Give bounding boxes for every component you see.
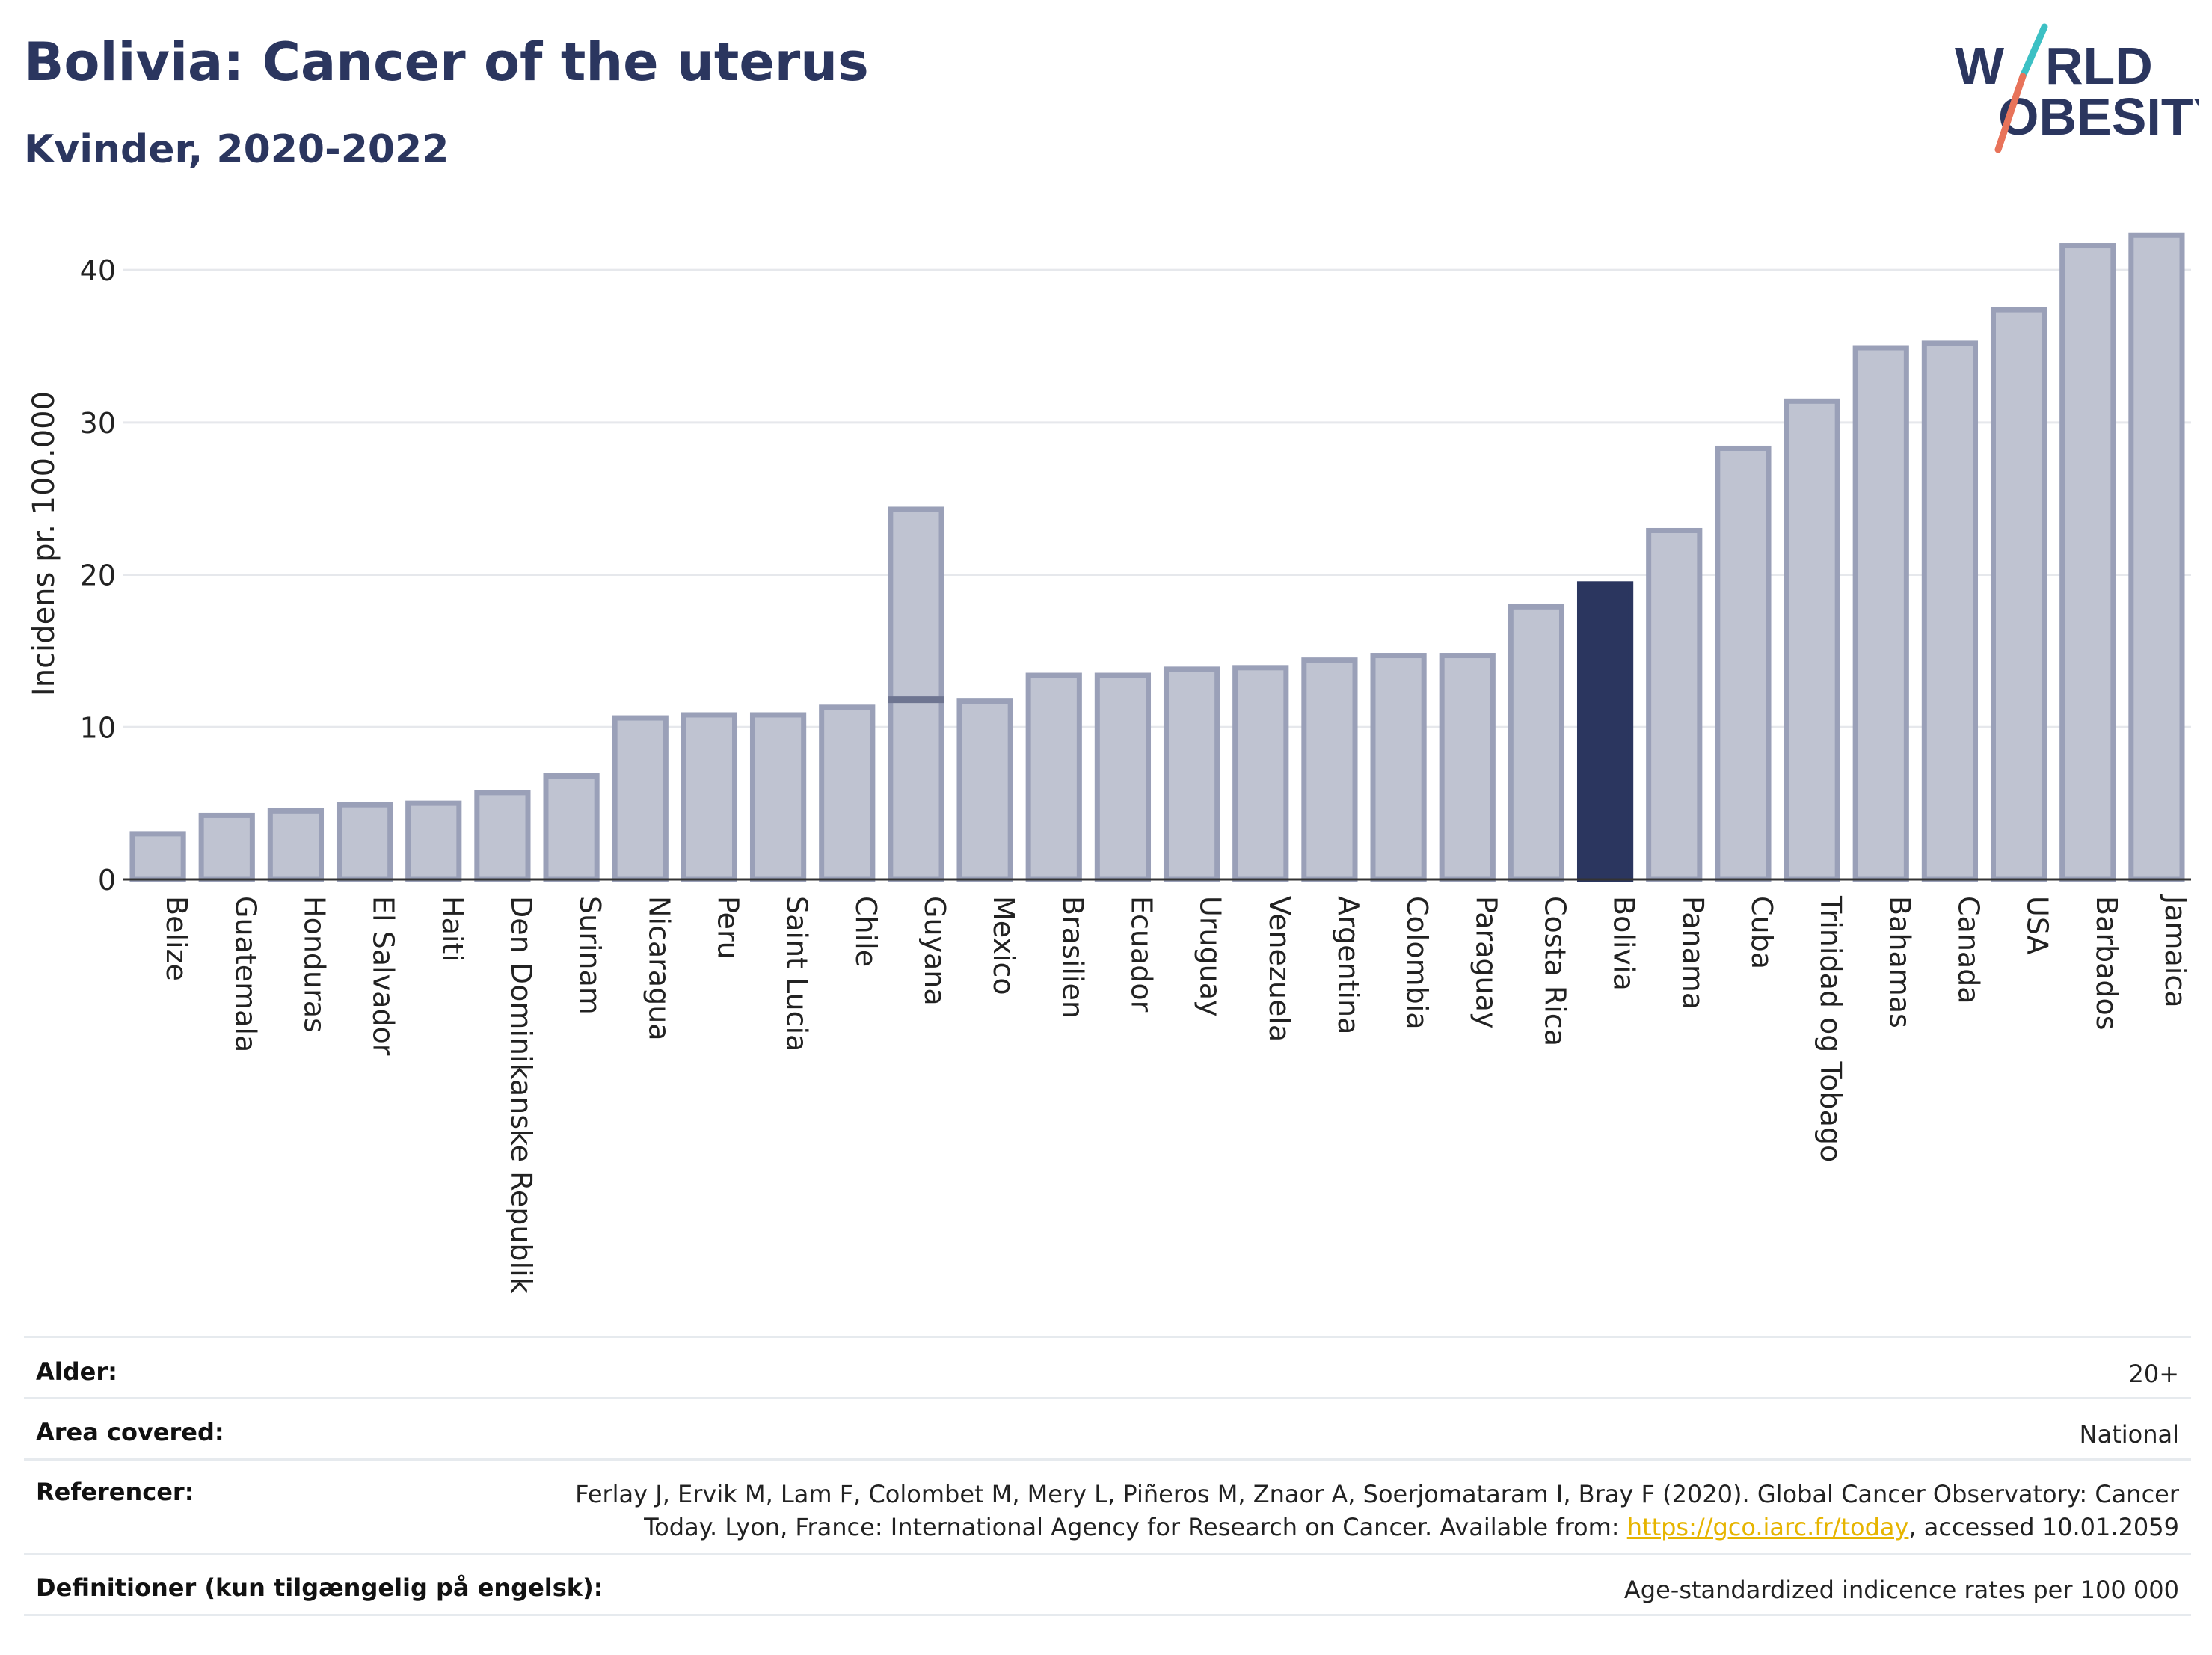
info-row-age: Alder: 20+ xyxy=(24,1357,2191,1390)
x-tick-label: Panama xyxy=(1677,896,1709,1010)
bar-guatemala[interactable] xyxy=(198,812,255,882)
x-tick-label: Guyana xyxy=(918,896,951,1006)
bar-paraguay[interactable] xyxy=(1439,653,1496,882)
y-tick-label: 40 xyxy=(80,254,116,287)
bar-saint-lucia[interactable] xyxy=(749,712,807,882)
bar-jamaica[interactable] xyxy=(2128,232,2185,882)
x-tick-label: Paraguay xyxy=(1469,896,1502,1028)
x-tick-label: Argentina xyxy=(1332,896,1365,1034)
x-tick-label: Haiti xyxy=(436,896,469,962)
bar-venezuela[interactable] xyxy=(1232,665,1289,882)
x-tick-label: Barbados xyxy=(2090,896,2123,1031)
x-tick-label: Honduras xyxy=(298,896,331,1033)
bar-usa[interactable] xyxy=(1990,307,2047,882)
info-row-area: Area covered: National xyxy=(24,1418,2191,1451)
bar-guyana[interactable] xyxy=(888,506,944,882)
bar-nicaragua[interactable] xyxy=(612,715,669,882)
grid-lines xyxy=(123,268,2191,728)
x-tick-label: Brasilien xyxy=(1056,896,1089,1019)
x-tick-label: Costa Rica xyxy=(1538,896,1571,1046)
bar-ecuador[interactable] xyxy=(1094,672,1152,882)
bar-bahamas[interactable] xyxy=(1852,345,1909,882)
x-tick-label: Trinidad og Tobago xyxy=(1814,895,1847,1162)
y-axis-label: Incidens pr. 100.000 xyxy=(27,391,61,696)
y-tick-label: 20 xyxy=(80,559,116,592)
bar-peru[interactable] xyxy=(681,712,738,882)
references-line2-pre: Today. Lyon, France: International Agenc… xyxy=(644,1513,1627,1541)
x-tick-label: Chile xyxy=(850,896,882,967)
age-label: Alder: xyxy=(36,1357,117,1386)
bar-el-salvador[interactable] xyxy=(336,802,393,882)
x-tick-label: Jamaica xyxy=(2159,894,2192,1008)
x-tick-label: Bahamas xyxy=(1883,896,1916,1028)
x-tick-label: Colombia xyxy=(1401,896,1434,1030)
bar-cuba[interactable] xyxy=(1715,445,1772,882)
bar-argentina[interactable] xyxy=(1301,657,1358,882)
x-tick-label: Ecuador xyxy=(1125,896,1158,1013)
bar-canada[interactable] xyxy=(1921,340,1979,882)
page-title: Bolivia: Cancer of the uterus xyxy=(24,31,869,93)
references-value: Ferlay J, Ervik M, Lam F, Colombet M, Me… xyxy=(575,1478,2191,1544)
bar-colombia[interactable] xyxy=(1370,653,1427,882)
x-tick-label: Cuba xyxy=(1745,896,1778,969)
x-tick-label: Venezuela xyxy=(1263,896,1296,1042)
x-tick-label: Peru xyxy=(711,896,744,959)
bar-honduras[interactable] xyxy=(267,808,325,882)
x-tick-label: Saint Lucia xyxy=(781,896,814,1051)
bar-costa-rica[interactable] xyxy=(1508,604,1565,882)
age-value: 20+ xyxy=(2128,1360,2179,1388)
bar-chart: 0 10 20 30 40 Belize Guatemala Honduras El Salva… xyxy=(27,232,2192,1294)
bar-bolivia[interactable] xyxy=(1576,581,1634,882)
definitions-label: Definitioner (kun tilgængelig på engelsk… xyxy=(36,1573,603,1602)
bar-brasilien[interactable] xyxy=(1025,672,1082,882)
x-tick-label: Bolivia xyxy=(1608,896,1641,991)
bar-belize[interactable] xyxy=(129,831,186,882)
svg-text:W: W xyxy=(1955,37,2004,95)
x-tick-label: Uruguay xyxy=(1194,896,1227,1017)
x-tick-label: Guatemala xyxy=(229,896,262,1052)
x-tick-label: Den Dominikanske Republik xyxy=(505,896,538,1294)
page-subtitle: Kvinder, 2020-2022 xyxy=(24,127,449,172)
bar-trinidad-og-tobago[interactable] xyxy=(1784,398,1840,882)
axes: 0 10 20 30 40 Belize Guatemala Honduras El Salva… xyxy=(80,254,2192,1294)
area-value: National xyxy=(2079,1420,2179,1449)
bar-panama[interactable] xyxy=(1646,527,1703,882)
bar-mexico[interactable] xyxy=(956,698,1013,882)
bars xyxy=(129,232,2185,882)
bar-chile[interactable] xyxy=(819,704,876,882)
y-tick-label: 10 xyxy=(80,711,116,744)
info-row-references: Referencer: Ferlay J, Ervik M, Lam F, Co… xyxy=(24,1478,2191,1544)
references-link[interactable]: https://gco.iarc.fr/today xyxy=(1626,1513,1909,1541)
definitions-value: Age-standardized indicence rates per 100… xyxy=(1623,1576,2179,1604)
references-label: Referencer: xyxy=(36,1478,194,1506)
bar-barbados[interactable] xyxy=(2059,243,2116,882)
bar-surinam[interactable] xyxy=(543,773,600,882)
references-line2-post: , accessed 10.01.2059 xyxy=(1908,1513,2179,1541)
bar-den-dominikanske-republik[interactable] xyxy=(474,790,531,882)
x-tick-label: USA xyxy=(2021,896,2054,955)
x-tick-label: El Salvador xyxy=(367,896,400,1056)
references-line1: Ferlay J, Ervik M, Lam F, Colombet M, Me… xyxy=(575,1480,2179,1508)
x-tick-label: Mexico xyxy=(987,896,1020,995)
info-row-definitions: Definitioner (kun tilgængelig på engelsk… xyxy=(24,1573,2191,1606)
y-tick-label: 0 xyxy=(98,864,116,897)
x-tick-label: Canada xyxy=(1952,896,1985,1004)
world-obesity-logo: W RLD OBESITY xyxy=(1955,23,2199,153)
x-tick-label: Nicaragua xyxy=(642,896,675,1041)
bar-haiti[interactable] xyxy=(405,800,462,882)
area-label: Area covered: xyxy=(36,1418,224,1446)
svg-text:OBESITY: OBESITY xyxy=(1998,87,2199,146)
y-tick-label: 30 xyxy=(80,407,116,440)
svg-text:RLD: RLD xyxy=(2045,37,2153,95)
x-tick-label: Surinam xyxy=(574,896,606,1015)
bar-uruguay[interactable] xyxy=(1163,666,1220,882)
x-tick-label: Belize xyxy=(160,896,193,981)
